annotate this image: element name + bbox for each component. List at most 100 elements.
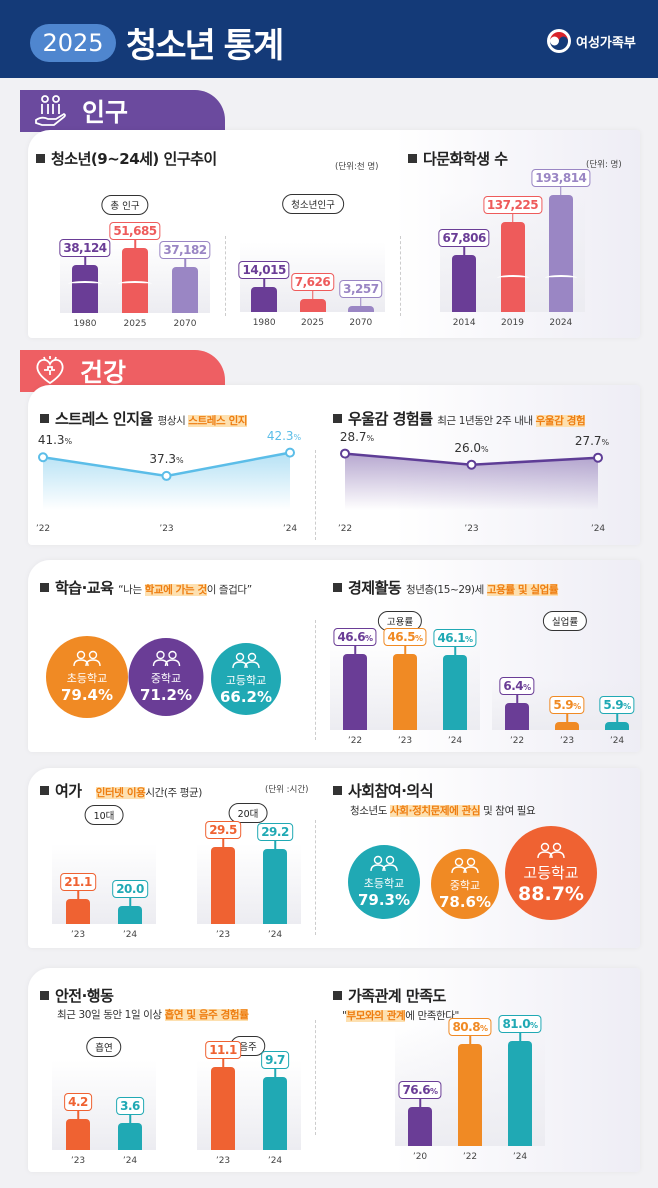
total-population-chart: 38,124 1980 51,685 2025 37,182 2070 — [59, 222, 211, 329]
data-label: 67,806 — [438, 229, 490, 248]
divider — [315, 450, 316, 540]
label-connector — [511, 214, 514, 223]
x-tick-label: 1980 — [73, 319, 97, 329]
x-tick-label: ’24 — [122, 930, 138, 940]
x-tick-label: ’24 — [267, 1156, 283, 1166]
chart-pill: 고용률 — [377, 611, 423, 631]
chart-pill: 청소년인구 — [282, 194, 344, 214]
bar — [452, 255, 477, 312]
data-point — [161, 470, 172, 481]
unit-suffix: % — [480, 1024, 488, 1033]
circle-elementary: 초등학교 79.4% — [46, 636, 128, 718]
divider — [315, 620, 316, 740]
bar — [251, 287, 278, 312]
bar — [555, 722, 579, 730]
data-label: 11.1 — [205, 1040, 241, 1059]
unit-suffix: % — [465, 634, 473, 644]
circle-elementary: 초등학교 79.3% — [348, 845, 420, 919]
data-label: 37.3% — [149, 451, 184, 466]
data-label: 193,814 — [531, 168, 591, 187]
label-connector — [77, 1110, 79, 1119]
ministry-name: 여성가족부 — [576, 35, 636, 51]
label-connector — [134, 240, 136, 249]
data-label: 3,257 — [339, 280, 383, 299]
section-tab-population: 인구 — [20, 90, 225, 132]
depression-line-chart: 28.7% ’22 26.0% ’23 27.7% ’24 — [338, 430, 609, 534]
label-connector — [354, 645, 356, 654]
data-label: 81.0% — [498, 1015, 542, 1033]
bar — [408, 1107, 432, 1146]
x-tick-label: ’23 — [397, 736, 413, 746]
x-tick-label: ’24 — [590, 524, 606, 534]
circle-middle: 중학교 71.2% — [128, 638, 204, 716]
unit-suffix: % — [523, 683, 531, 693]
data-label: 37,182 — [159, 240, 211, 259]
label-connector — [129, 897, 131, 906]
multicultural-students-chart: 67,806 2014 137,225 2019 193,814 2024 — [438, 168, 591, 328]
label-connector — [519, 1033, 521, 1041]
x-tick-label: ’23 — [464, 524, 479, 534]
percent-value: 88.7% — [518, 882, 584, 905]
data-point — [38, 452, 48, 463]
students-icon — [72, 650, 102, 670]
label-connector — [469, 1036, 471, 1044]
x-tick-label: ’20 — [412, 1152, 428, 1162]
data-label: 76.6% — [398, 1081, 442, 1099]
chart-pill: 10대 — [84, 805, 124, 825]
data-label: 6.4% — [499, 677, 535, 696]
bar — [505, 703, 529, 730]
hand-people-icon — [35, 95, 66, 126]
data-label: 14,015 — [238, 261, 290, 280]
bar — [508, 1041, 532, 1146]
family-title: 가족관계 만족도 — [333, 985, 446, 1006]
x-tick-label: ’24 — [609, 736, 625, 746]
bar — [172, 266, 198, 313]
x-tick-label: ’22 — [347, 736, 363, 746]
unit-suffix: % — [481, 444, 489, 454]
heart-puzzle-icon — [36, 356, 64, 385]
unit-label: (단위 :시간) — [265, 785, 309, 795]
bar — [393, 653, 417, 730]
x-tick-label: ’24 — [122, 1156, 138, 1166]
axis-break-mark — [118, 281, 152, 287]
unit-suffix: % — [623, 702, 631, 712]
label-connector — [404, 645, 406, 654]
data-label: 20.0 — [112, 879, 148, 898]
x-tick-label: ’24 — [282, 524, 298, 534]
data-label: 4.2 — [64, 1092, 92, 1111]
students-icon — [536, 842, 566, 862]
unit-suffix: % — [366, 433, 375, 443]
label-connector — [360, 298, 362, 307]
data-point — [466, 459, 477, 470]
label-connector — [516, 695, 518, 704]
label-connector — [77, 890, 79, 899]
unit-suffix: % — [64, 437, 73, 447]
label-connector — [463, 247, 465, 256]
percent-value: 71.2% — [139, 686, 193, 704]
circle-high: 고등학교 66.2% — [211, 643, 281, 715]
data-label: 80.8% — [448, 1018, 492, 1036]
chart-pill: 흡연 — [86, 1037, 122, 1057]
label-connector — [560, 186, 562, 195]
multicultural-title: 다문화학생 수 — [408, 148, 508, 169]
unit-label: (단위:천 명) — [335, 162, 379, 172]
data-label: 41.3% — [37, 433, 73, 448]
year-badge: 2025 — [30, 24, 116, 62]
x-tick-label: ’22 — [35, 524, 51, 534]
bar — [500, 222, 525, 312]
area-fill — [345, 453, 598, 510]
divider — [315, 1020, 316, 1135]
bar — [299, 298, 326, 312]
leisure-twenties-chart: 29.5 ’23 29.2 ’24 — [197, 821, 301, 940]
chart-pill: 총 인구 — [101, 195, 149, 215]
leisure-title: 여가 인터넷 이용시간(주 평균) — [40, 780, 202, 801]
data-label: 3.6 — [116, 1097, 144, 1115]
axis-break-mark — [68, 281, 102, 287]
label-connector — [616, 714, 618, 723]
bar — [211, 847, 235, 924]
leisure-teens-chart: 21.1 ’23 20.0 ’24 — [52, 844, 156, 940]
data-point — [593, 452, 603, 463]
x-tick-label: ’23 — [70, 1156, 86, 1166]
circle-high: 고등학교 88.7% — [505, 826, 597, 920]
data-point — [285, 447, 295, 458]
